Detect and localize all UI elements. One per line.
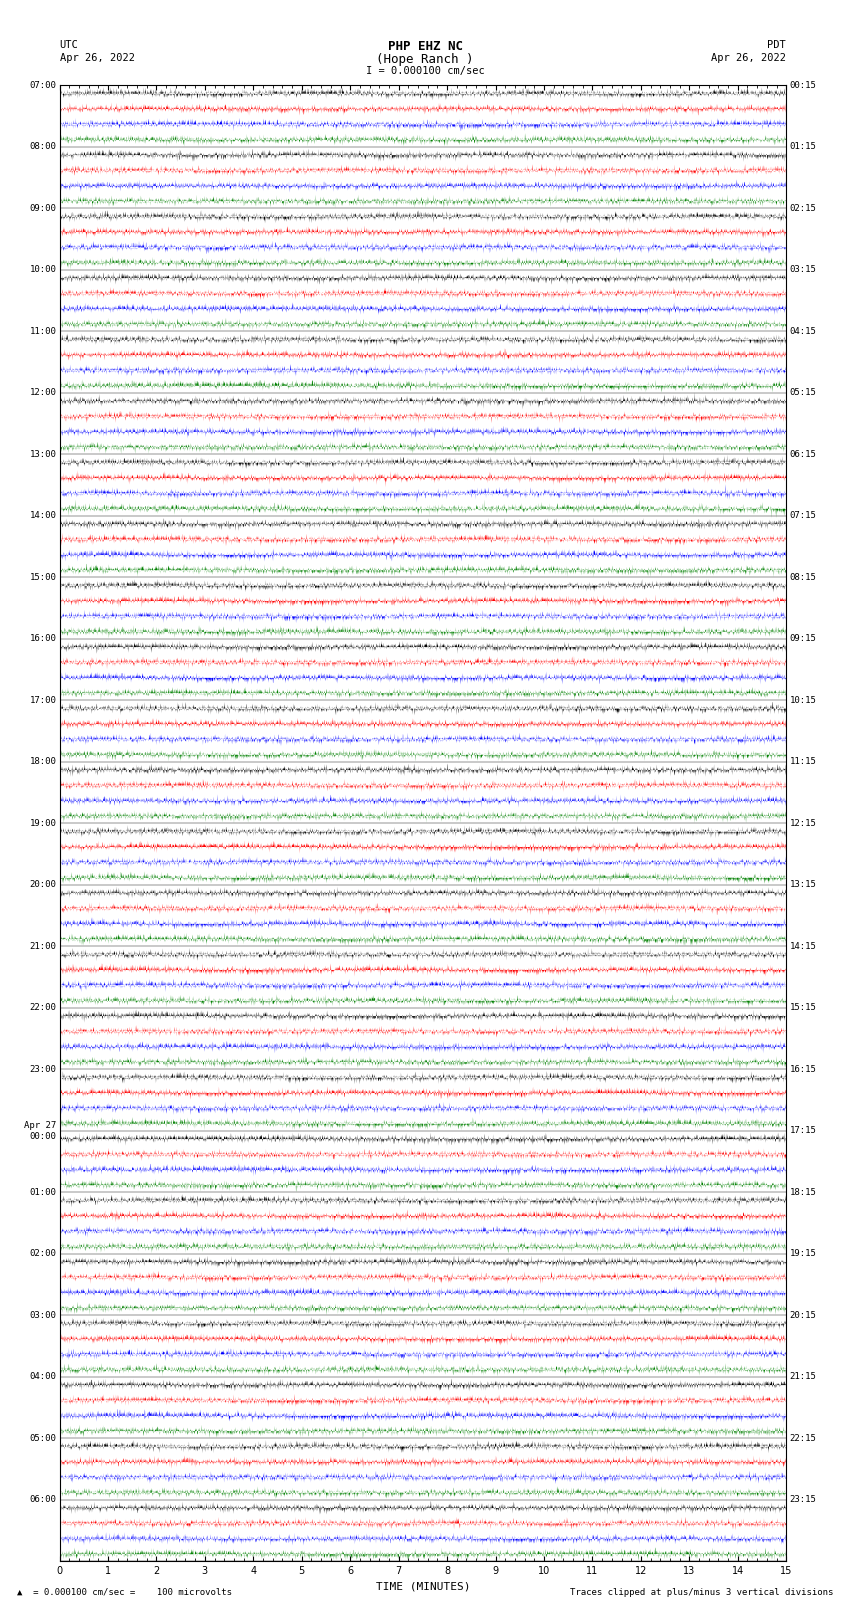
Text: 07:15: 07:15 <box>790 511 816 521</box>
Text: 05:00: 05:00 <box>30 1434 56 1444</box>
Text: PDT: PDT <box>768 40 786 50</box>
Text: Apr 26, 2022: Apr 26, 2022 <box>60 53 134 63</box>
Text: 21:00: 21:00 <box>30 942 56 952</box>
Text: 08:15: 08:15 <box>790 573 816 582</box>
Text: 23:00: 23:00 <box>30 1065 56 1074</box>
Text: 06:15: 06:15 <box>790 450 816 460</box>
Text: 13:15: 13:15 <box>790 881 816 889</box>
Text: 10:00: 10:00 <box>30 266 56 274</box>
Text: 22:15: 22:15 <box>790 1434 816 1444</box>
Text: 23:15: 23:15 <box>790 1495 816 1505</box>
Text: 12:15: 12:15 <box>790 819 816 827</box>
Text: 20:15: 20:15 <box>790 1311 816 1319</box>
Text: 14:00: 14:00 <box>30 511 56 521</box>
Text: Apr 27
00:00: Apr 27 00:00 <box>25 1121 56 1140</box>
Text: 15:00: 15:00 <box>30 573 56 582</box>
Text: 17:00: 17:00 <box>30 695 56 705</box>
Text: 06:00: 06:00 <box>30 1495 56 1505</box>
Text: 20:00: 20:00 <box>30 881 56 889</box>
Text: 12:00: 12:00 <box>30 389 56 397</box>
Text: 03:15: 03:15 <box>790 266 816 274</box>
Text: 05:15: 05:15 <box>790 389 816 397</box>
Text: 19:15: 19:15 <box>790 1250 816 1258</box>
Text: 21:15: 21:15 <box>790 1373 816 1381</box>
Text: 16:15: 16:15 <box>790 1065 816 1074</box>
Text: 04:15: 04:15 <box>790 327 816 336</box>
Text: ▲  = 0.000100 cm/sec =    100 microvolts: ▲ = 0.000100 cm/sec = 100 microvolts <box>17 1587 232 1597</box>
Text: 09:00: 09:00 <box>30 203 56 213</box>
Text: 16:00: 16:00 <box>30 634 56 644</box>
Text: Traces clipped at plus/minus 3 vertical divisions: Traces clipped at plus/minus 3 vertical … <box>570 1587 833 1597</box>
Text: 02:15: 02:15 <box>790 203 816 213</box>
X-axis label: TIME (MINUTES): TIME (MINUTES) <box>376 1582 470 1592</box>
Text: 15:15: 15:15 <box>790 1003 816 1013</box>
Text: 03:00: 03:00 <box>30 1311 56 1319</box>
Text: 22:00: 22:00 <box>30 1003 56 1013</box>
Text: 18:00: 18:00 <box>30 758 56 766</box>
Text: 09:15: 09:15 <box>790 634 816 644</box>
Text: 17:15: 17:15 <box>790 1126 816 1136</box>
Text: 02:00: 02:00 <box>30 1250 56 1258</box>
Text: 19:00: 19:00 <box>30 819 56 827</box>
Text: 14:15: 14:15 <box>790 942 816 952</box>
Text: 04:00: 04:00 <box>30 1373 56 1381</box>
Text: 11:15: 11:15 <box>790 758 816 766</box>
Text: 00:15: 00:15 <box>790 81 816 90</box>
Text: 08:00: 08:00 <box>30 142 56 152</box>
Text: PHP EHZ NC: PHP EHZ NC <box>388 40 462 53</box>
Text: 01:15: 01:15 <box>790 142 816 152</box>
Text: Apr 26, 2022: Apr 26, 2022 <box>711 53 786 63</box>
Text: 07:00: 07:00 <box>30 81 56 90</box>
Text: 13:00: 13:00 <box>30 450 56 460</box>
Text: 01:00: 01:00 <box>30 1187 56 1197</box>
Text: 18:15: 18:15 <box>790 1187 816 1197</box>
Text: UTC: UTC <box>60 40 78 50</box>
Text: 10:15: 10:15 <box>790 695 816 705</box>
Text: 11:00: 11:00 <box>30 327 56 336</box>
Text: (Hope Ranch ): (Hope Ranch ) <box>377 53 473 66</box>
Text: I = 0.000100 cm/sec: I = 0.000100 cm/sec <box>366 66 484 76</box>
